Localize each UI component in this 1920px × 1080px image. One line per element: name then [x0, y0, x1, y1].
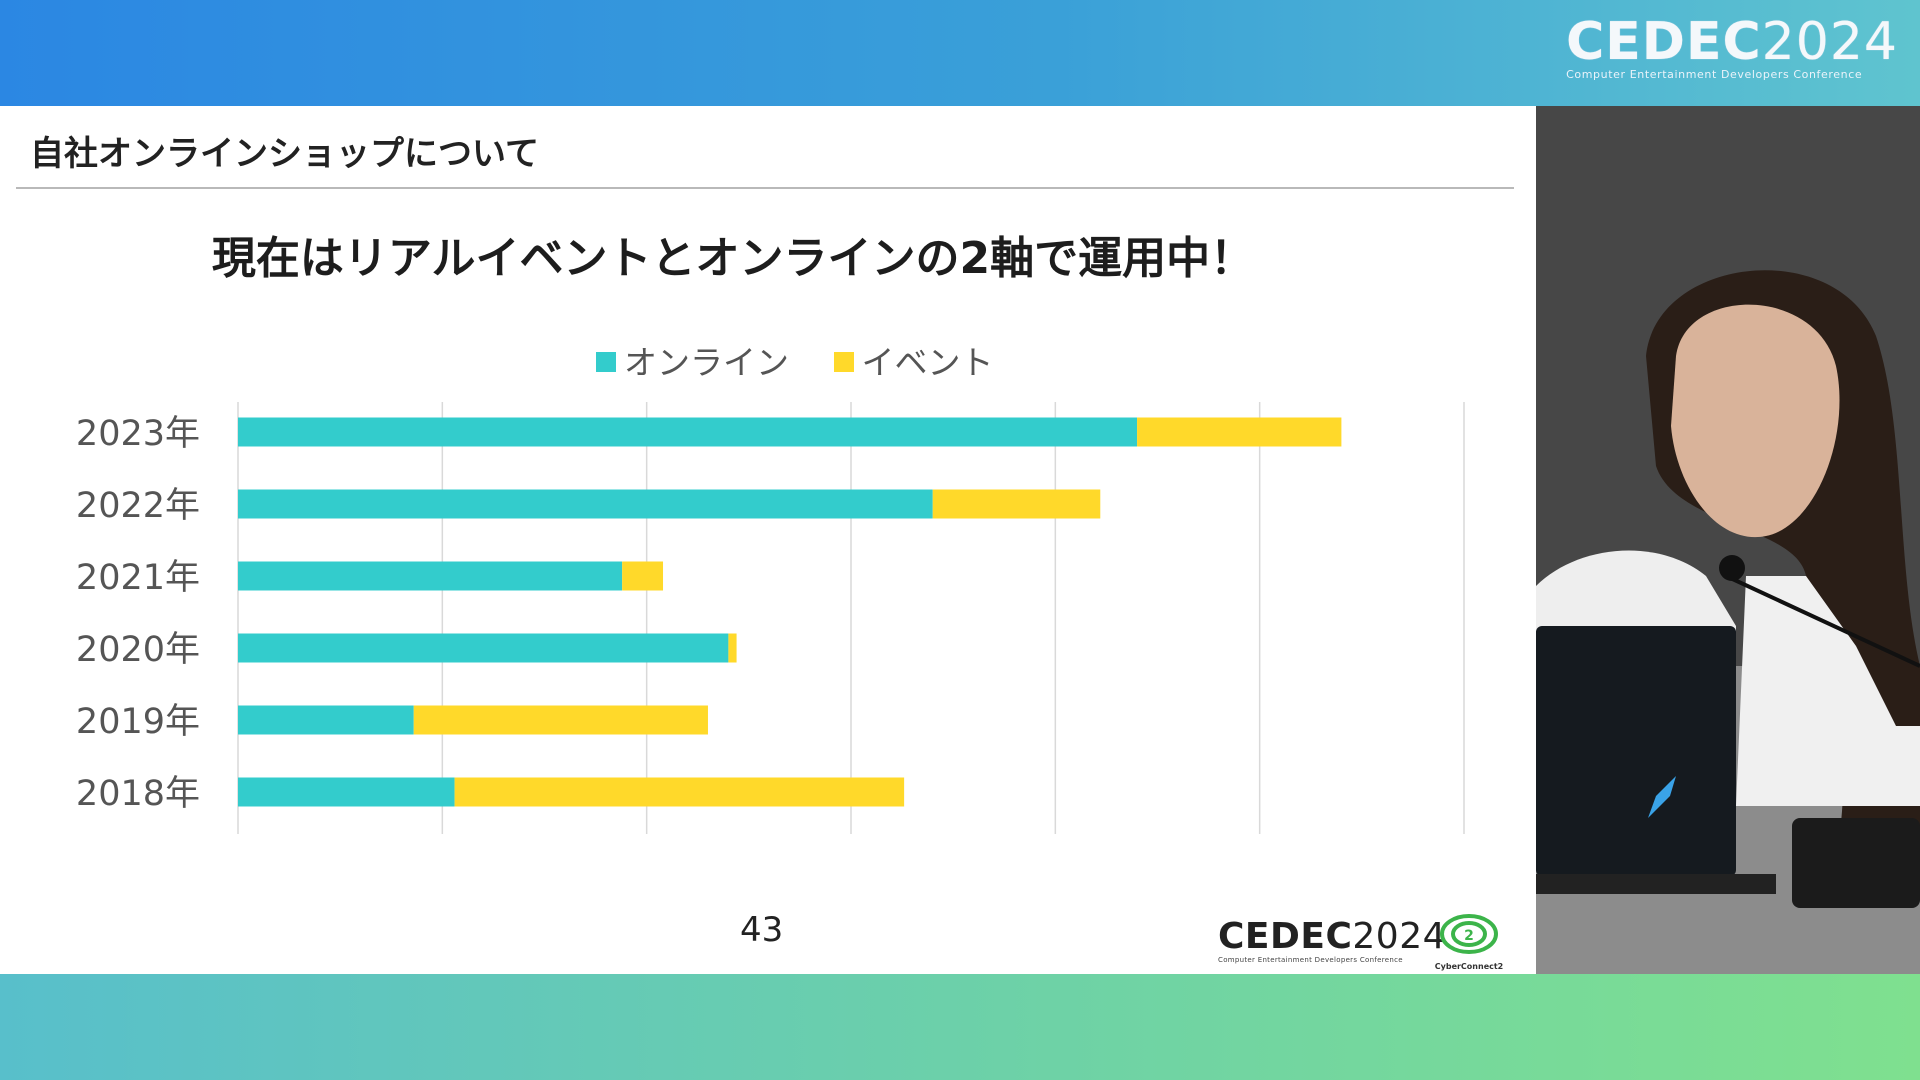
- legend-swatch-online: [596, 351, 616, 372]
- speaker-video-feed: [1536, 106, 1920, 974]
- chart-legend: オンライン イベント: [596, 336, 1028, 384]
- presentation-slide: 自社オンラインショップについて 現在はリアルイベントとオンラインの2軸で運用中！…: [0, 106, 1536, 974]
- bar-online: [238, 417, 1138, 447]
- bar-online: [238, 489, 933, 519]
- category-label: 2019年: [76, 702, 200, 742]
- category-label: 2022年: [76, 486, 200, 526]
- speaker-silhouette: [1536, 106, 1920, 974]
- legend-item-online: オンライン: [596, 343, 789, 382]
- legend-item-event: イベント: [833, 343, 994, 382]
- bar-event: [413, 705, 708, 735]
- legend-swatch-event: [833, 351, 854, 372]
- slide-title: 自社オンラインショップについて: [30, 134, 539, 174]
- bottom-banner: [0, 974, 1920, 1080]
- bar-event: [454, 777, 905, 807]
- svg-text:2: 2: [1464, 928, 1474, 944]
- stacked-bar-chart: 2023年 2022年 2021年 2020年 2019年 2018年: [76, 402, 1465, 834]
- logo-slide-name: CEDEC: [1218, 916, 1353, 957]
- cyberconnect2-logo-icon: 2: [1440, 914, 1498, 954]
- bar-event: [1137, 417, 1342, 447]
- cedec-logo-top: CEDEC2024 Computer Entertainment Develop…: [1566, 14, 1898, 81]
- legend-label-event: イベント: [861, 343, 994, 382]
- bar-online: [238, 777, 455, 807]
- logo-year: 2024: [1761, 12, 1898, 72]
- bar-event: [622, 561, 664, 591]
- logo-name: CEDEC: [1566, 12, 1762, 72]
- category-label: 2021年: [76, 558, 200, 598]
- sponsor-logo-label: CyberConnect2: [1434, 962, 1504, 971]
- logo-slide-subtitle: Computer Entertainment Developers Confer…: [1218, 956, 1403, 964]
- logo-subtitle: Computer Entertainment Developers Confer…: [1566, 68, 1863, 81]
- slide-headline: 現在はリアルイベントとオンラインの2軸で運用中！: [0, 222, 1536, 286]
- sponsor-logo: 2 CyberConnect2: [1424, 914, 1514, 971]
- category-label: 2023年: [76, 414, 200, 454]
- cedec-logo-slide: CEDEC2024 Computer Entertainment Develop…: [1218, 916, 1447, 965]
- category-label: 2018年: [76, 774, 200, 814]
- category-label: 2020年: [76, 630, 200, 670]
- headline-text: 現在はリアルイベントとオンラインの2軸で運用中！: [211, 233, 1255, 284]
- bar-online: [238, 705, 414, 735]
- bar-event: [728, 633, 737, 663]
- bar-online: [238, 561, 623, 591]
- title-divider: [16, 187, 1514, 189]
- top-banner: [0, 0, 1920, 106]
- bar-online: [238, 633, 729, 663]
- legend-label-online: オンライン: [624, 343, 789, 382]
- logo-slide-year: 2024: [1352, 916, 1447, 957]
- page-number: 43: [740, 910, 784, 950]
- bar-event: [932, 489, 1101, 519]
